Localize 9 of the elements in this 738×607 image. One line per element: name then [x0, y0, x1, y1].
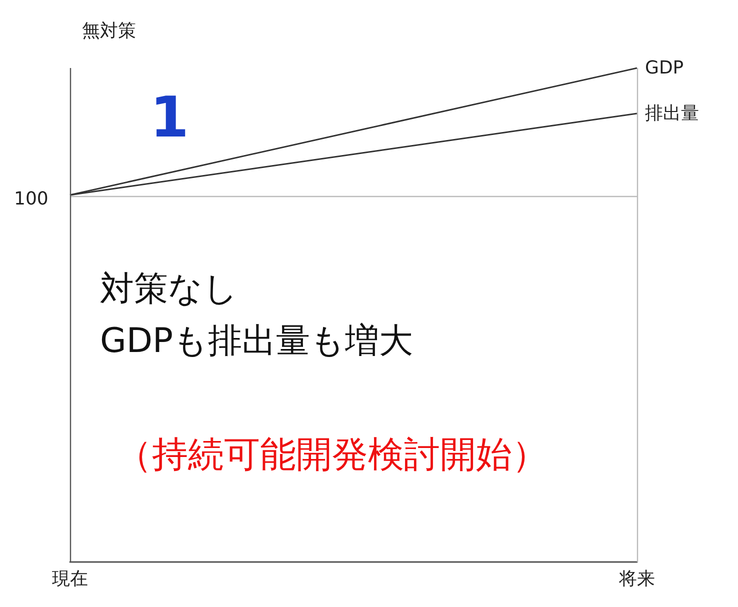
- annotation: 1: [150, 86, 189, 150]
- y-axis-title: 無対策: [82, 20, 136, 42]
- series-label: GDP: [645, 58, 684, 78]
- annotation: （持続可能開発検討開始）: [116, 434, 548, 476]
- series-label: 排出量: [645, 102, 699, 124]
- x-tick-label: 将来: [618, 568, 655, 590]
- annotation: 100: [14, 188, 48, 210]
- x-tick-label: 現在: [52, 568, 88, 590]
- annotation: 対策なし GDPも排出量も増大: [100, 269, 414, 361]
